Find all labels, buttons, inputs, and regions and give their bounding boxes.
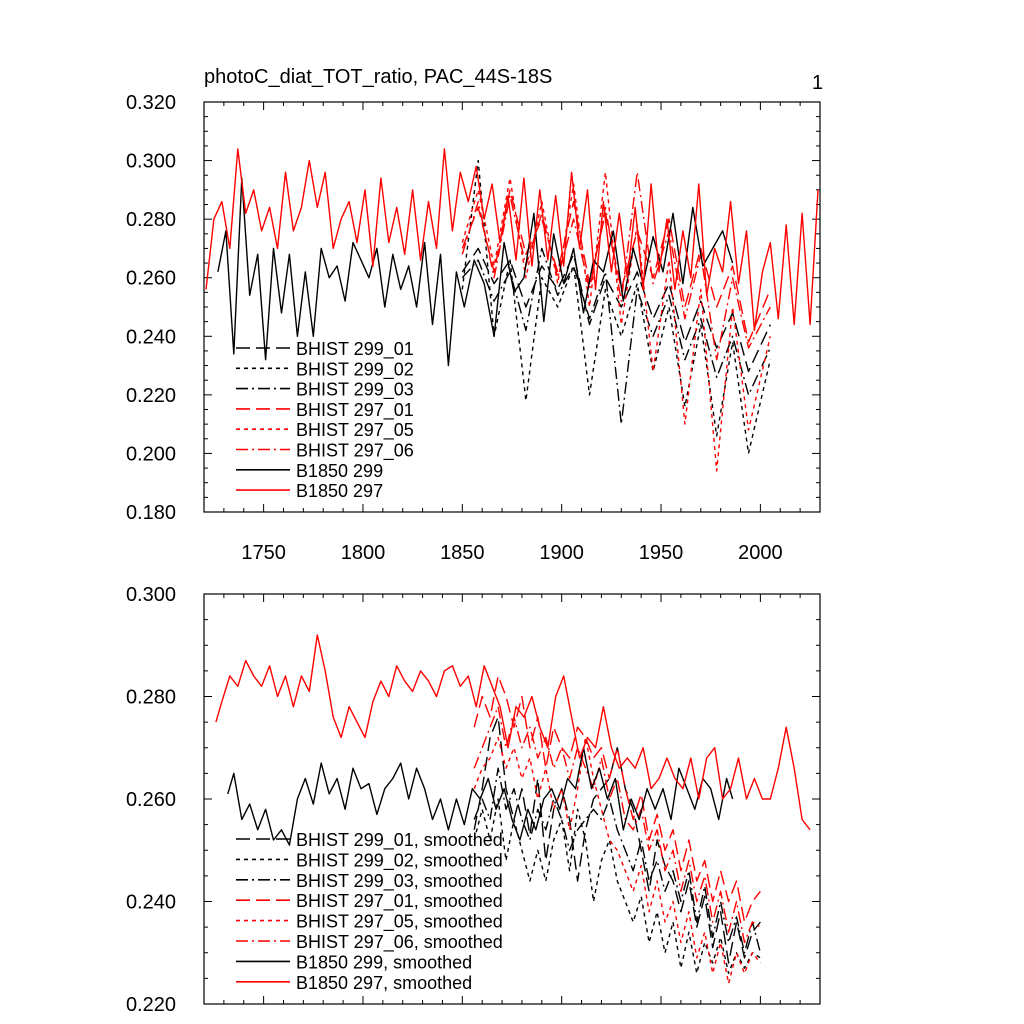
series-line-6 (473, 706, 761, 944)
y-tick-label: 0.260 (126, 789, 176, 811)
legend-label: B1850 299, smoothed (296, 952, 472, 972)
series-line-3 (473, 767, 762, 954)
y-tick-label: 0.300 (126, 584, 176, 606)
y-tick-label: 0.180 (126, 502, 176, 524)
series-line-6 (461, 171, 771, 361)
y-tick-label: 0.220 (126, 994, 176, 1016)
legend-label: BHIST 297_06 (296, 441, 414, 462)
page-number: 1 (812, 72, 824, 94)
top-panel: 0.320 0.300 0.280 0.260 0.240 0.220 0.200 0.180… (126, 92, 821, 564)
y-tick-label: 0.320 (126, 92, 176, 114)
x-tick-label: 1900 (539, 542, 584, 564)
series-line-7 (217, 177, 734, 367)
x-tick-label: 1800 (341, 542, 386, 564)
y-tick-label: 0.240 (126, 326, 176, 348)
y-tick-label: 0.200 (126, 443, 176, 465)
x-tick-label: 1950 (639, 542, 684, 564)
legend-label: BHIST 299_03 (296, 380, 414, 401)
x-tick-label: 1850 (440, 542, 485, 564)
x-tick-label: 1750 (241, 542, 286, 564)
legend-label: BHIST 299_02 (296, 359, 414, 380)
legend-label: BHIST 297_05, smoothed (296, 912, 503, 933)
y-tick-label: 0.300 (126, 151, 176, 173)
y-tick-label: 0.220 (126, 385, 176, 407)
series-line-7 (227, 747, 734, 846)
series-line-8 (215, 634, 811, 831)
legend-label: B1850 299 (296, 461, 383, 481)
legend-label: BHIST 299_03, smoothed (296, 871, 503, 892)
series-line-1 (473, 716, 761, 964)
y-tick-label: 0.240 (126, 892, 176, 914)
y-tick-label: 0.260 (126, 268, 176, 290)
series-line-3 (461, 247, 771, 425)
legend-label: BHIST 297_05 (296, 420, 414, 441)
legend-label: BHIST 299_01 (296, 339, 414, 360)
series-line-8 (205, 148, 819, 332)
y-tick-label: 0.280 (126, 687, 176, 709)
legend-label: B1850 297 (296, 481, 383, 501)
legend-label: BHIST 297_01 (296, 400, 414, 421)
series-line-5 (461, 171, 771, 472)
legend-label: BHIST 299_01, smoothed (296, 830, 503, 851)
legend-label: BHIST 297_06, smoothed (296, 932, 503, 953)
series-group (205, 148, 819, 472)
legend-label: BHIST 299_02, smoothed (296, 850, 503, 871)
legend-label: B1850 297, smoothed (296, 973, 472, 993)
series-line-4 (473, 675, 761, 923)
series-group (215, 634, 811, 985)
chart-title: photoC_diat_TOT_ratio, PAC_44S-18S (204, 66, 553, 88)
x-tick-label: 2000 (738, 542, 783, 564)
legend-label: BHIST 297_01, smoothed (296, 891, 503, 912)
series-line-5 (473, 736, 761, 985)
y-tick-label: 0.280 (126, 209, 176, 231)
series-line-2 (473, 798, 761, 974)
bottom-panel: 0.300 0.280 0.260 0.240 0.220 BHIST 299_01, s… (126, 584, 821, 1016)
